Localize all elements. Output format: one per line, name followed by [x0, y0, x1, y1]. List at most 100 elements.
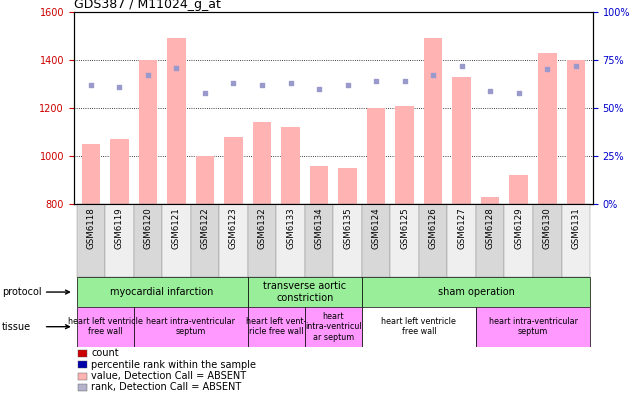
Bar: [276, 204, 304, 277]
Bar: [281, 127, 300, 204]
Text: GSM6124: GSM6124: [372, 208, 381, 249]
Bar: [362, 204, 390, 277]
Bar: [533, 204, 562, 277]
Text: heart left ventricle
free wall: heart left ventricle free wall: [68, 317, 142, 336]
Bar: [453, 77, 471, 204]
Text: heart
intra-ventricul
ar septum: heart intra-ventricul ar septum: [305, 312, 362, 342]
Text: heart left ventricle
free wall: heart left ventricle free wall: [381, 317, 456, 336]
Text: GSM6133: GSM6133: [286, 208, 295, 249]
Text: sham operation: sham operation: [438, 287, 514, 297]
Point: [114, 84, 124, 90]
Bar: [78, 384, 87, 391]
Bar: [224, 137, 243, 204]
Bar: [304, 204, 333, 277]
Point: [228, 80, 238, 86]
Bar: [424, 38, 442, 204]
Bar: [219, 204, 247, 277]
Bar: [78, 373, 87, 379]
Bar: [190, 204, 219, 277]
Text: GSM6121: GSM6121: [172, 208, 181, 249]
Bar: [247, 277, 362, 307]
Text: heart intra-ventricular
septum: heart intra-ventricular septum: [488, 317, 578, 336]
Point: [342, 82, 353, 88]
Bar: [333, 204, 362, 277]
Bar: [76, 307, 133, 346]
Bar: [419, 204, 447, 277]
Text: GSM6126: GSM6126: [429, 208, 438, 249]
Bar: [81, 144, 100, 204]
Point: [200, 89, 210, 96]
Bar: [481, 197, 499, 204]
Text: GSM6118: GSM6118: [87, 208, 96, 249]
Point: [456, 63, 467, 69]
Bar: [304, 307, 362, 346]
Text: heart intra-ventricular
septum: heart intra-ventricular septum: [146, 317, 235, 336]
Text: tissue: tissue: [2, 322, 31, 332]
Text: GSM6128: GSM6128: [486, 208, 495, 249]
Bar: [247, 204, 276, 277]
Bar: [367, 108, 385, 204]
Bar: [476, 204, 504, 277]
Text: GSM6120: GSM6120: [144, 208, 153, 249]
Point: [285, 80, 296, 86]
Text: percentile rank within the sample: percentile rank within the sample: [91, 360, 256, 370]
Bar: [138, 60, 157, 204]
Text: myocardial infarction: myocardial infarction: [110, 287, 214, 297]
Bar: [338, 168, 357, 204]
Bar: [78, 361, 87, 368]
Bar: [567, 60, 585, 204]
Text: transverse aortic
constriction: transverse aortic constriction: [263, 281, 346, 303]
Point: [171, 65, 181, 71]
Text: rank, Detection Call = ABSENT: rank, Detection Call = ABSENT: [91, 383, 241, 392]
Text: GSM6125: GSM6125: [400, 208, 409, 249]
Bar: [110, 139, 129, 204]
Point: [399, 78, 410, 84]
Bar: [167, 38, 186, 204]
Bar: [162, 204, 190, 277]
Point: [314, 86, 324, 92]
Point: [485, 88, 495, 94]
Bar: [78, 350, 87, 357]
Bar: [562, 204, 590, 277]
Text: GSM6122: GSM6122: [201, 208, 210, 249]
Text: protocol: protocol: [2, 287, 42, 297]
Bar: [362, 307, 476, 346]
Point: [86, 82, 96, 88]
Bar: [133, 307, 247, 346]
Bar: [196, 156, 214, 204]
Point: [513, 89, 524, 96]
Bar: [510, 175, 528, 204]
Text: count: count: [91, 348, 119, 358]
Text: GSM6129: GSM6129: [514, 208, 523, 249]
Point: [428, 72, 438, 78]
Bar: [538, 53, 556, 204]
Text: GSM6119: GSM6119: [115, 208, 124, 249]
Text: GDS387 / M11024_g_at: GDS387 / M11024_g_at: [74, 0, 221, 11]
Text: GSM6127: GSM6127: [457, 208, 466, 249]
Bar: [105, 204, 133, 277]
Text: GSM6131: GSM6131: [571, 208, 580, 249]
Bar: [362, 277, 590, 307]
Text: GSM6130: GSM6130: [543, 208, 552, 249]
Text: value, Detection Call = ABSENT: value, Detection Call = ABSENT: [91, 371, 246, 381]
Text: heart left vent-
ricle free wall: heart left vent- ricle free wall: [246, 317, 306, 336]
Point: [542, 66, 553, 72]
Text: GSM6132: GSM6132: [258, 208, 267, 249]
Bar: [395, 105, 414, 204]
Bar: [247, 307, 304, 346]
Bar: [76, 277, 247, 307]
Point: [257, 82, 267, 88]
Bar: [504, 204, 533, 277]
Bar: [310, 166, 328, 204]
Bar: [476, 307, 590, 346]
Bar: [447, 204, 476, 277]
Point: [371, 78, 381, 84]
Text: GSM6123: GSM6123: [229, 208, 238, 249]
Bar: [76, 204, 105, 277]
Point: [143, 72, 153, 78]
Bar: [253, 122, 271, 204]
Bar: [390, 204, 419, 277]
Text: GSM6134: GSM6134: [315, 208, 324, 249]
Bar: [133, 204, 162, 277]
Text: GSM6135: GSM6135: [343, 208, 352, 249]
